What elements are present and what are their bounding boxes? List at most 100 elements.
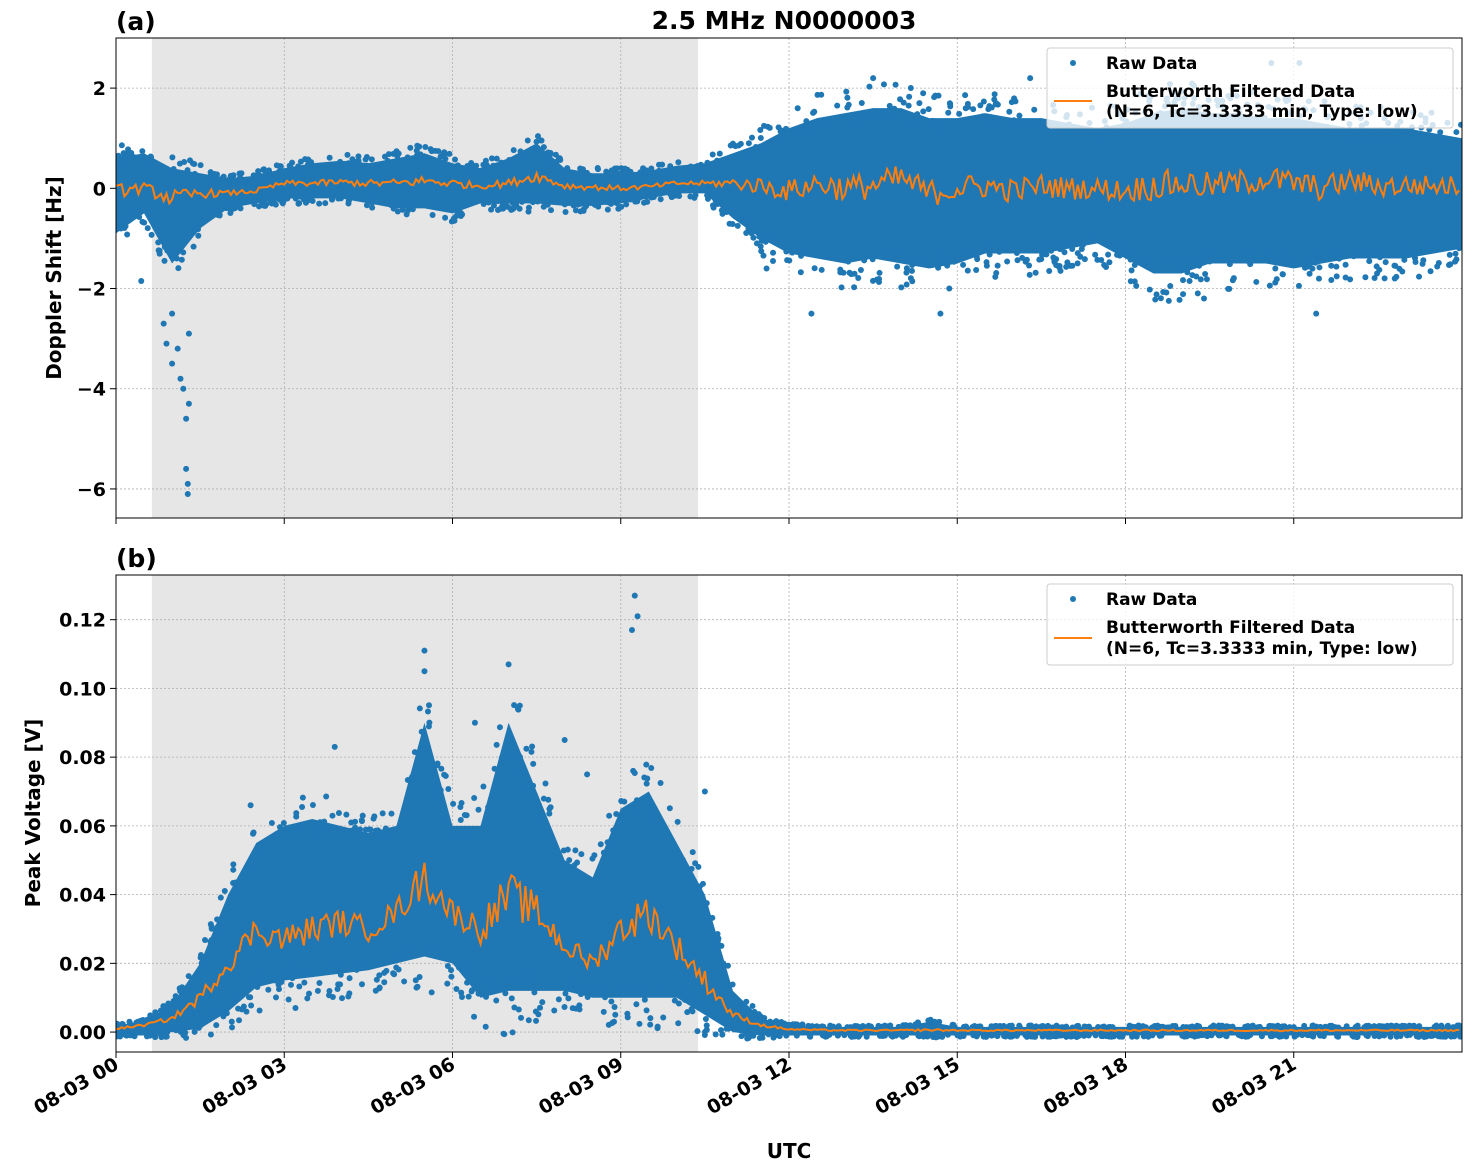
raw-data-point xyxy=(183,1034,190,1041)
raw-data-point xyxy=(122,1032,129,1039)
raw-data-point xyxy=(694,1028,701,1035)
raw-data-point xyxy=(285,996,292,1003)
raw-data-point xyxy=(438,765,445,772)
raw-data-point xyxy=(148,159,155,166)
raw-data-point xyxy=(1446,251,1453,258)
raw-data-point xyxy=(1246,251,1253,258)
raw-data-point xyxy=(697,1001,704,1008)
x-tick-label: 08-03 18 xyxy=(1040,1053,1132,1119)
raw-data-point xyxy=(1033,1023,1040,1030)
raw-data-point xyxy=(910,260,917,267)
raw-data-point xyxy=(1443,1032,1450,1039)
raw-data-point xyxy=(584,994,591,1001)
raw-data-point xyxy=(1163,1024,1170,1031)
raw-data-point xyxy=(740,219,747,226)
raw-data-point xyxy=(996,248,1003,255)
raw-data-point xyxy=(161,243,168,250)
raw-data-point xyxy=(475,990,482,997)
raw-data-point xyxy=(524,972,531,979)
raw-data-point xyxy=(594,164,601,171)
raw-data-point xyxy=(295,163,302,170)
raw-data-point xyxy=(988,1023,995,1030)
raw-data-point xyxy=(185,973,192,980)
raw-data-point xyxy=(714,934,721,941)
raw-data-point xyxy=(1186,277,1193,284)
raw-data-point xyxy=(671,997,678,1004)
raw-data-point xyxy=(1083,1023,1090,1030)
raw-data-point xyxy=(810,109,817,116)
raw-data-point xyxy=(547,804,554,811)
raw-data-point xyxy=(1427,268,1434,275)
y-tick-label: 2 xyxy=(93,78,106,100)
raw-data-point xyxy=(143,1033,150,1040)
raw-data-point xyxy=(1306,270,1313,277)
raw-data-point xyxy=(1416,1023,1423,1030)
raw-data-point xyxy=(1002,245,1009,252)
raw-data-outlier xyxy=(870,75,877,82)
raw-data-point xyxy=(1119,1033,1126,1040)
raw-data-point xyxy=(364,162,371,169)
raw-data-point xyxy=(1428,1032,1435,1039)
raw-data-point xyxy=(230,866,237,873)
raw-data-point xyxy=(869,108,876,115)
raw-data-point xyxy=(511,702,518,709)
raw-data-point xyxy=(803,118,810,125)
raw-data-point xyxy=(207,938,214,945)
raw-data-point xyxy=(485,199,492,206)
raw-data-point xyxy=(413,147,420,154)
raw-data-point xyxy=(411,749,418,756)
raw-data-point xyxy=(376,985,383,992)
raw-data-point xyxy=(819,1023,826,1030)
raw-data-point xyxy=(1010,117,1017,124)
raw-data-point xyxy=(257,974,264,981)
raw-data-point xyxy=(1438,1022,1445,1029)
raw-data-point xyxy=(1456,245,1462,252)
raw-data-point xyxy=(265,986,272,993)
raw-data-point xyxy=(604,206,611,213)
raw-data-point xyxy=(623,169,630,176)
raw-data-point xyxy=(1098,1033,1105,1040)
raw-data-point xyxy=(936,1018,943,1025)
raw-data-point xyxy=(314,828,321,835)
raw-data-point xyxy=(1180,1023,1187,1030)
raw-data-point xyxy=(220,173,227,180)
raw-data-point xyxy=(454,162,461,169)
raw-data-point xyxy=(633,1001,640,1008)
raw-data-point xyxy=(230,861,237,868)
raw-data-point xyxy=(903,269,910,276)
raw-data-point xyxy=(344,151,351,158)
raw-data-point xyxy=(1385,1024,1392,1031)
raw-data-point xyxy=(232,879,239,886)
raw-data-point xyxy=(453,985,460,992)
y-axis-label-b: Peak Voltage [V] xyxy=(21,719,45,908)
raw-data-point xyxy=(1134,1023,1141,1030)
raw-data-point xyxy=(1320,1032,1327,1039)
raw-data-point xyxy=(388,202,395,209)
raw-data-point xyxy=(446,150,453,157)
raw-data-point xyxy=(1416,273,1423,280)
raw-data-point xyxy=(643,780,650,787)
raw-data-point xyxy=(920,108,927,115)
raw-data-point xyxy=(299,969,306,976)
raw-data-point xyxy=(748,230,755,237)
raw-data-point xyxy=(1349,1032,1356,1039)
raw-data-point xyxy=(962,248,969,255)
raw-data-point xyxy=(388,810,395,817)
raw-data-point xyxy=(888,1032,895,1039)
raw-data-point xyxy=(843,88,850,95)
raw-data-point xyxy=(207,169,214,176)
raw-data-point xyxy=(121,224,128,231)
raw-data-point xyxy=(217,894,224,901)
raw-data-point xyxy=(649,193,656,200)
raw-data-point xyxy=(148,154,155,161)
raw-data-point xyxy=(564,165,571,172)
raw-data-point xyxy=(136,214,143,221)
raw-data-point xyxy=(597,841,604,848)
raw-data-point xyxy=(1209,1024,1216,1031)
raw-data-point xyxy=(834,1032,841,1039)
raw-data-point xyxy=(938,252,945,259)
raw-data-point xyxy=(1203,276,1210,283)
raw-data-point xyxy=(714,157,721,164)
raw-data-point xyxy=(1188,1032,1195,1039)
raw-data-point xyxy=(577,200,584,207)
